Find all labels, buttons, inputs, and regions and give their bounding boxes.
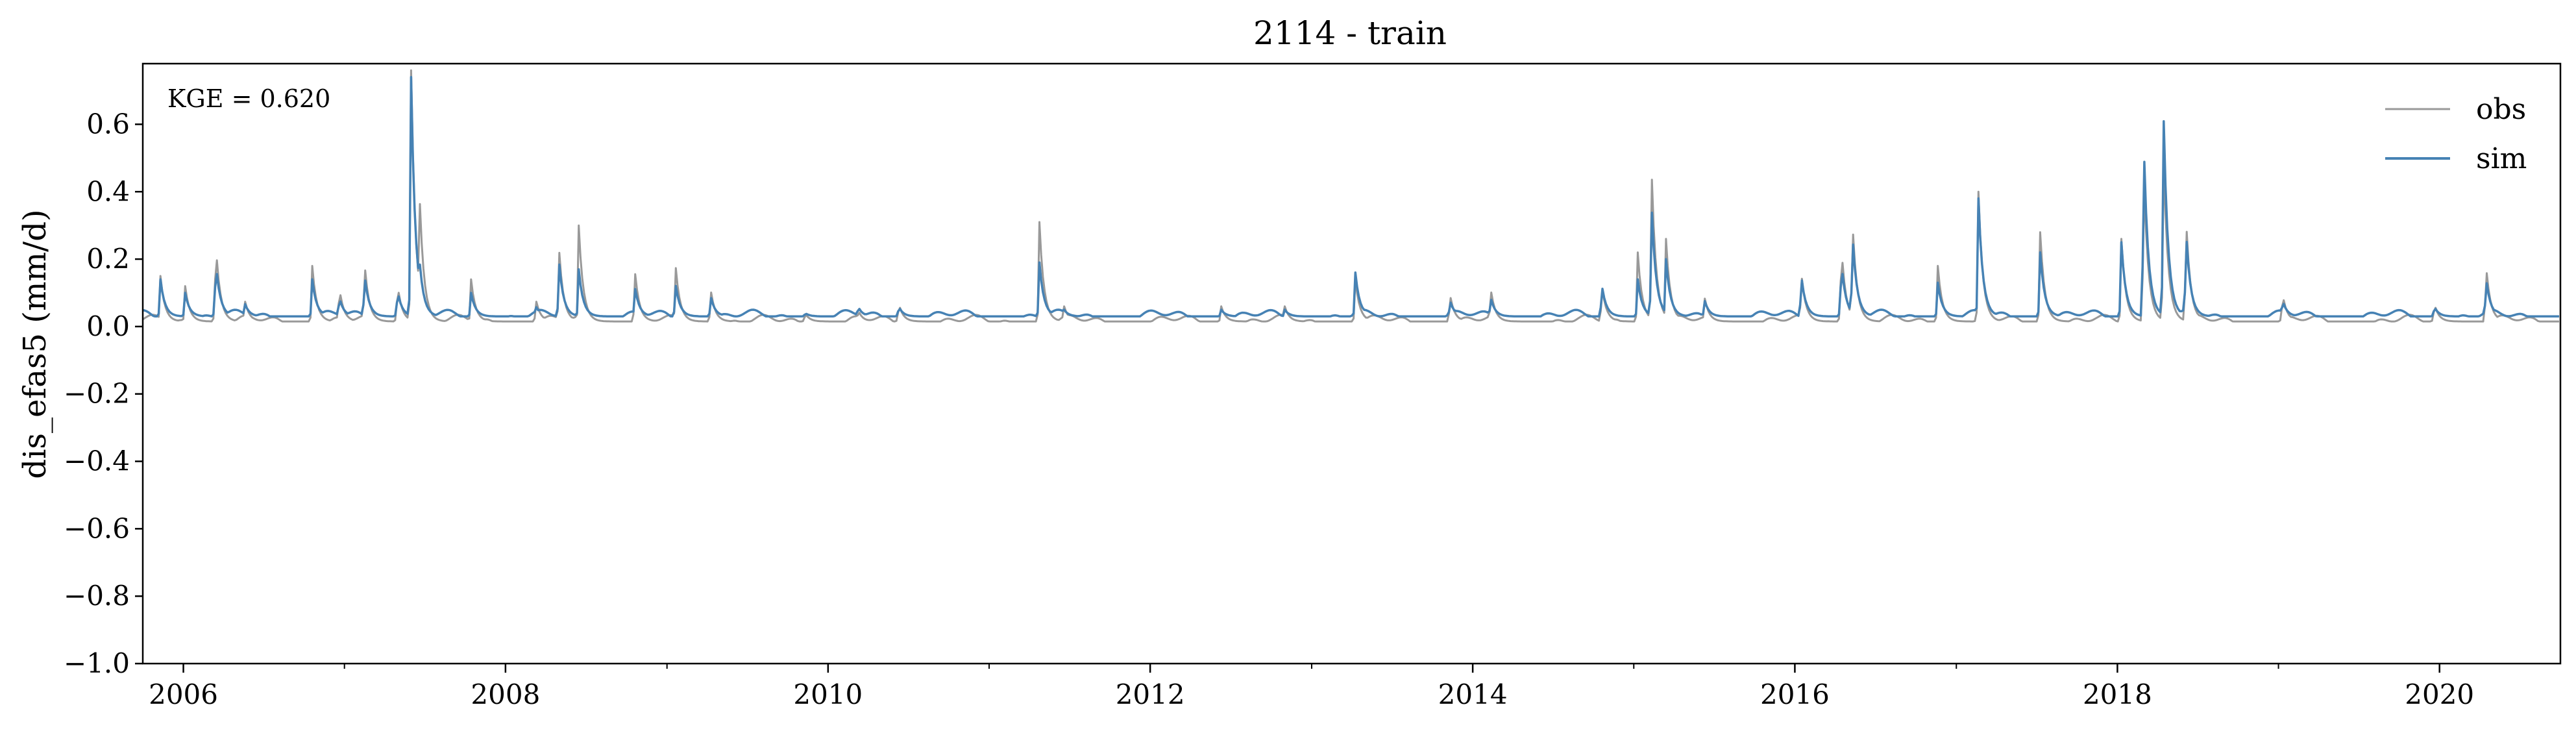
axes: −1.0 −0.8 −0.6 −0.4 −0.2 0.0 0.2 0.4 0.6 2006 2008…	[64, 62, 2562, 710]
legend-label-obs: obs	[2476, 93, 2526, 126]
y-tick-label: 0.6	[86, 108, 130, 140]
y-tick-label: −0.4	[64, 445, 130, 477]
y-axis-label: dis_efas5 (mm/d)	[17, 209, 53, 479]
x-tick-label: 2016	[1760, 679, 1830, 710]
y-tick-label: 0.2	[86, 243, 130, 275]
series-line-sim	[142, 76, 2559, 318]
legend-label-sim: sim	[2476, 142, 2527, 175]
y-axis-label-group: dis_efas5 (mm/d)	[17, 209, 53, 479]
x-tick-label: 2020	[2405, 679, 2474, 710]
y-tick-label: −0.6	[64, 512, 130, 544]
x-tick-label: 2010	[793, 679, 863, 710]
y-tick-label: −1.0	[64, 647, 130, 679]
y-tick-label: 0.4	[86, 175, 130, 207]
x-tick-label: 2012	[1116, 679, 1185, 710]
x-tick-label: 2014	[1438, 679, 1508, 710]
x-tick-label: 2008	[471, 679, 540, 710]
plot-frame	[141, 62, 2562, 665]
x-tick-label: 2018	[2083, 679, 2152, 710]
y-tick-label: −0.8	[64, 580, 130, 612]
chart-title: 2114 - train	[1253, 14, 1447, 52]
plot-area	[142, 69, 2559, 323]
y-tick-label: 0.0	[86, 310, 130, 342]
series-line-obs	[142, 69, 2559, 323]
y-tick-label: −0.2	[64, 378, 130, 410]
x-tick-label: 2006	[149, 679, 218, 710]
legend: obs sim	[2385, 93, 2527, 175]
kge-annotation: KGE = 0.620	[167, 84, 330, 113]
